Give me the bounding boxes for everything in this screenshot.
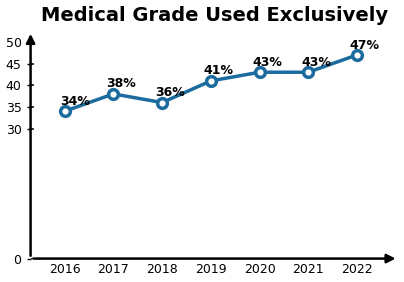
Text: 36%: 36% (155, 86, 185, 99)
Text: 47%: 47% (350, 39, 380, 52)
Text: 43%: 43% (252, 56, 282, 69)
Text: 41%: 41% (204, 64, 234, 78)
Text: 43%: 43% (301, 56, 331, 69)
Text: 38%: 38% (106, 78, 136, 91)
Text: 34%: 34% (60, 95, 90, 108)
Title: Medical Grade Used Exclusively: Medical Grade Used Exclusively (41, 6, 388, 25)
